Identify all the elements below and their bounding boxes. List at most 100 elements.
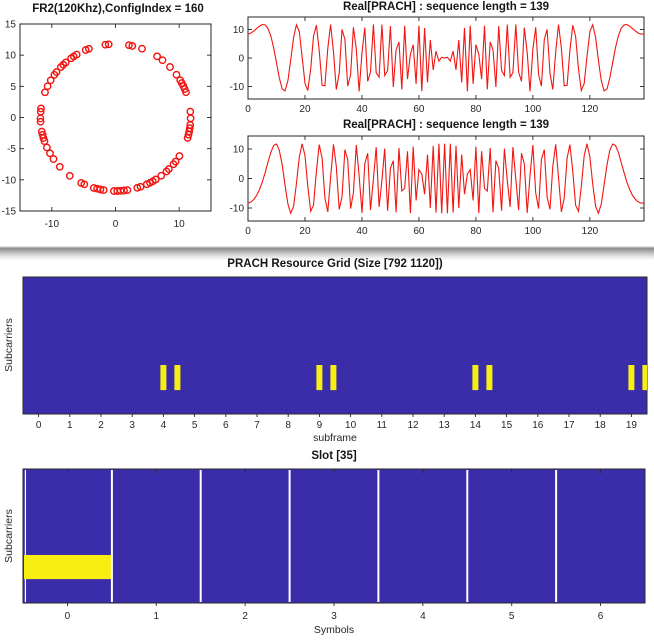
scatter-point xyxy=(65,171,74,180)
scatter-point xyxy=(186,107,195,116)
tick-label: -15 xyxy=(2,207,17,218)
scatter-point xyxy=(96,185,105,194)
scatter-point xyxy=(153,52,161,61)
tick-label: 3 xyxy=(129,420,135,431)
prach-burst xyxy=(628,365,635,391)
scatter-point xyxy=(123,186,132,194)
scatter-point xyxy=(101,40,110,49)
slot-grid-axes xyxy=(22,468,646,604)
tick-label: 6 xyxy=(223,420,229,431)
resource-grid-axes xyxy=(22,276,648,415)
prach-burst xyxy=(174,365,181,391)
tick-label: 1 xyxy=(154,611,160,622)
tick-label: 14 xyxy=(470,420,482,431)
scatter-point xyxy=(171,157,180,166)
scatter-point xyxy=(186,121,195,129)
scatter-point xyxy=(142,180,151,189)
tick-label: 80 xyxy=(470,104,482,115)
prach-real-2-waveform xyxy=(247,143,644,215)
scatter-point xyxy=(46,76,55,85)
tick-label: 5 xyxy=(10,82,16,93)
scatter-point xyxy=(177,79,186,87)
scatter-point xyxy=(104,40,113,49)
prach-burst xyxy=(160,365,167,391)
scatter-point xyxy=(133,183,142,192)
scatter-point xyxy=(136,182,145,191)
tick-label: 19 xyxy=(626,420,638,431)
scatter-point xyxy=(67,54,75,63)
tick-label: 0 xyxy=(36,420,42,431)
slot-grid-title: Slot [35] xyxy=(311,450,357,462)
tick-label: 15 xyxy=(501,420,513,431)
tick-label: 0 xyxy=(238,54,244,65)
tick-label: 11 xyxy=(377,420,388,431)
scatter-point xyxy=(120,186,128,195)
prach-real-1-waveform xyxy=(247,22,644,93)
tick-label: 1 xyxy=(67,420,73,431)
tick-label: 2 xyxy=(98,420,104,431)
scatter-point xyxy=(50,70,59,79)
scatter-point xyxy=(185,124,194,133)
tick-label: 10 xyxy=(233,25,245,36)
prach-real-plot1-title: Real[PRACH] : sequence length = 139 xyxy=(342,1,550,13)
scatter-point xyxy=(162,167,171,176)
scatter-point xyxy=(148,177,157,186)
scatter-point xyxy=(125,41,133,50)
prach-burst xyxy=(316,365,323,391)
symbol-separators xyxy=(110,470,558,602)
tick-label: -5 xyxy=(7,144,16,155)
scatter-point xyxy=(172,70,181,79)
scatter-point xyxy=(128,42,137,50)
scatter-point xyxy=(81,46,90,54)
tick-label: -10 xyxy=(230,82,245,93)
scatter-point xyxy=(40,137,49,146)
tick-label: 40 xyxy=(356,226,368,237)
prach-real-plot2-title: Real[PRACH] : sequence length = 139 xyxy=(342,119,550,131)
tick-label: -10 xyxy=(230,204,245,215)
tick-label: 4 xyxy=(161,420,167,431)
prach-burst xyxy=(330,365,337,391)
constellation-title: FR2(120Khz),ConfigIndex = 160 xyxy=(32,3,204,15)
tick-label: 5 xyxy=(509,611,515,622)
figure-window-divider xyxy=(0,246,654,260)
tick-label: 20 xyxy=(299,104,311,115)
scatter-point xyxy=(49,155,58,163)
scatter-point xyxy=(41,88,49,97)
tick-label: 8 xyxy=(285,420,291,431)
tick-label: 4 xyxy=(420,611,426,622)
tick-label: 0 xyxy=(238,174,244,185)
prach-burst xyxy=(486,365,493,391)
tick-label: 100 xyxy=(525,104,542,115)
resource-grid-background xyxy=(23,277,647,414)
scatter-point xyxy=(183,134,192,142)
slot-grid-ticks: 0 1 2 3 4 5 6 xyxy=(65,469,604,622)
tick-label: 10 xyxy=(5,51,17,62)
constellation-ticks: -10 0 10 15 10 5 0 -5 -10 -15 xyxy=(2,20,211,230)
scatter-point xyxy=(165,165,173,173)
scatter-point xyxy=(138,44,146,53)
slot-grid-ylabel: Subcarriers xyxy=(3,509,15,563)
tick-label: 10 xyxy=(174,219,186,230)
prach-burst xyxy=(472,365,479,391)
tick-label: 18 xyxy=(595,420,607,431)
tick-label: 80 xyxy=(470,226,482,237)
prach-burst xyxy=(642,365,647,391)
constellation-axes xyxy=(19,23,212,212)
tick-label: 15 xyxy=(5,20,17,31)
tick-label: -10 xyxy=(45,219,60,230)
scatter-point xyxy=(43,143,51,152)
tick-label: 60 xyxy=(413,226,425,237)
scatter-point xyxy=(158,56,167,65)
tick-label: 12 xyxy=(407,420,419,431)
tick-label: 10 xyxy=(345,420,357,431)
scatter-point xyxy=(37,127,46,136)
resource-grid-ylabel: Subcarriers xyxy=(3,318,15,372)
scatter-point xyxy=(46,149,54,158)
tick-label: 6 xyxy=(598,611,604,622)
tick-label: 0 xyxy=(245,226,251,237)
tick-label: 13 xyxy=(439,420,451,431)
prach-real-1-axes xyxy=(247,16,645,100)
tick-label: -10 xyxy=(2,175,17,186)
